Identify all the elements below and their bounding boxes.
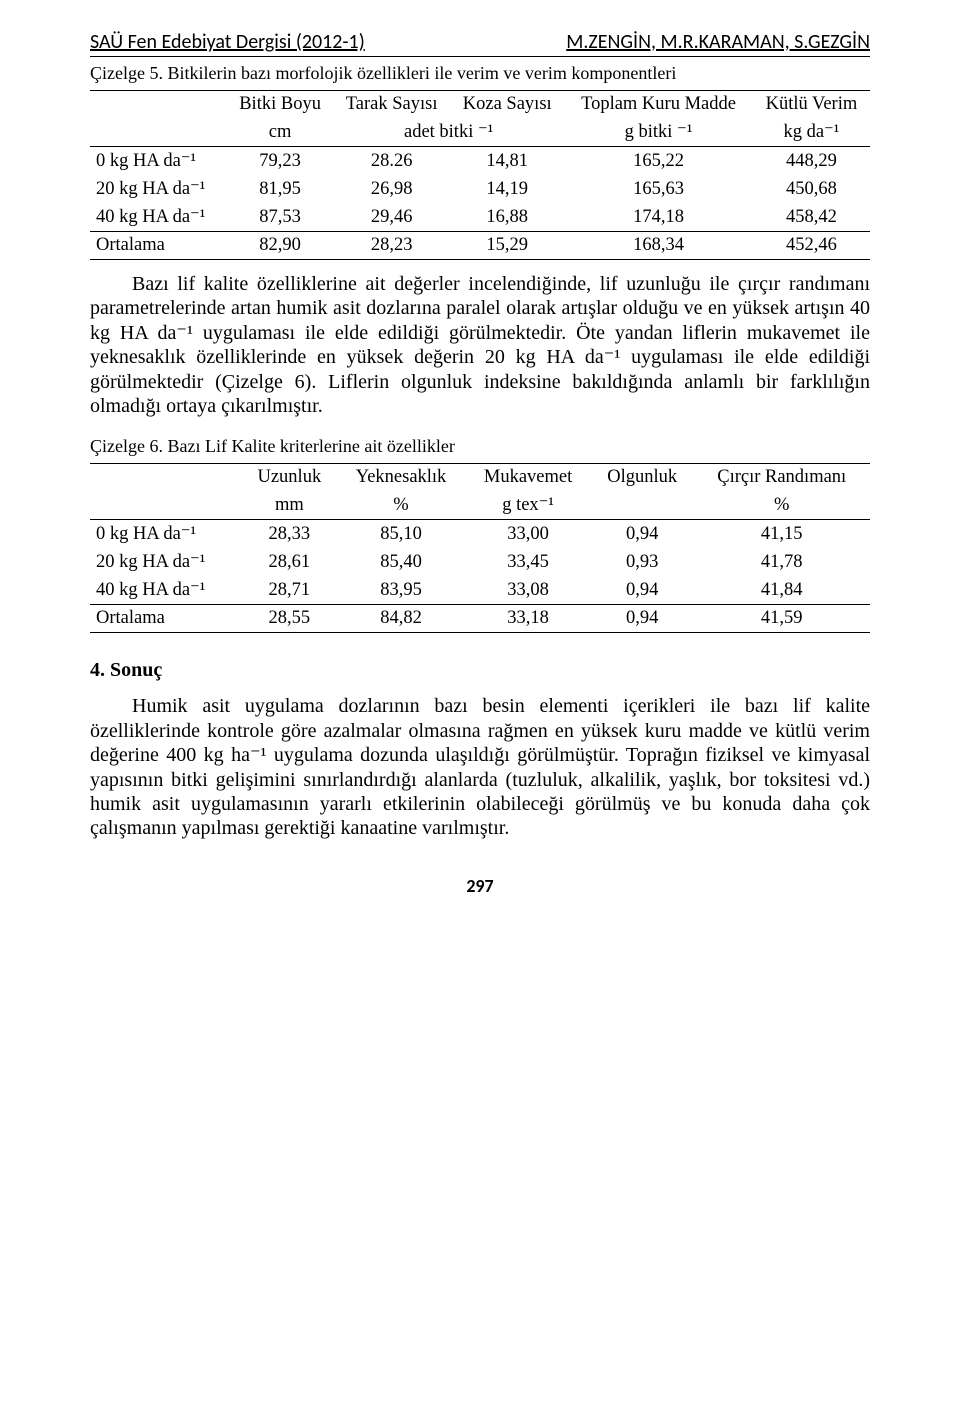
table6-r3-c3: 0,94 [591,605,694,633]
table5-h2-c4: g bitki ⁻¹ [564,118,753,147]
table6-header-row-2: mm % g tex⁻¹ % [90,491,870,520]
table5-r0-c4: 448,29 [753,147,870,176]
table5-r0-c2: 14,81 [450,147,564,176]
table5-r2-c0: 87,53 [227,203,333,232]
table6-r3-c2: 33,18 [465,605,591,633]
table5-r2-c4: 458,42 [753,203,870,232]
table5-r3-c3: 168,34 [564,232,753,260]
table5-r3-c1: 28,23 [333,232,450,260]
table5-r1-label: 20 kg HA da⁻¹ [90,175,227,203]
table6-h2-c1: mm [242,491,337,520]
page-number: 297 [90,875,870,897]
table5-r1-c3: 165,63 [564,175,753,203]
table-row: Ortalama 82,90 28,23 15,29 168,34 452,46 [90,232,870,260]
paragraph-1: Bazı lif kalite özelliklerine ait değerl… [90,272,870,418]
table5-r2-label: 40 kg HA da⁻¹ [90,203,227,232]
table6-r0-c4: 41,15 [693,520,870,549]
table5-r0-c0: 79,23 [227,147,333,176]
table6-h1-c5: Çırçır Randımanı [693,464,870,492]
table6-r1-c2: 33,45 [465,548,591,576]
table6-r2-c2: 33,08 [465,576,591,605]
table5-r1-c2: 14,19 [450,175,564,203]
table6-r0-c1: 85,10 [337,520,466,549]
table6-r0-label: 0 kg HA da⁻¹ [90,520,242,549]
table-row: 20 kg HA da⁻¹ 81,95 26,98 14,19 165,63 4… [90,175,870,203]
table5-h2-c5: kg da⁻¹ [753,118,870,147]
table5-header-row-2: cm adet bitki ⁻¹ g bitki ⁻¹ kg da⁻¹ [90,118,870,147]
table6-h1-c2: Yeknesaklık [337,464,466,492]
table6-r1-c4: 41,78 [693,548,870,576]
table6-h2-c3: g tex⁻¹ [465,491,591,520]
running-header: SAÜ Fen Edebiyat Dergisi (2012-1) M.ZENG… [90,30,870,57]
table6-h1-c4: Olgunluk [591,464,694,492]
table6-r1-c3: 0,93 [591,548,694,576]
table5-r1-c4: 450,68 [753,175,870,203]
table6-r3-c4: 41,59 [693,605,870,633]
table6-header-row-1: Uzunluk Yeknesaklık Mukavemet Olgunluk Ç… [90,464,870,492]
table5-h1-c5: Kütlü Verim [753,91,870,119]
table6-r3-c0: 28,55 [242,605,337,633]
table6-r0-c3: 0,94 [591,520,694,549]
table6-r1-c0: 28,61 [242,548,337,576]
table5-r1-c1: 26,98 [333,175,450,203]
table5-h1-c3: Koza Sayısı [450,91,564,119]
table6-r2-c1: 83,95 [337,576,466,605]
table5-r0-label: 0 kg HA da⁻¹ [90,147,227,176]
table5-h2-c2: adet bitki ⁻¹ [333,118,564,147]
table5-r3-label: Ortalama [90,232,227,260]
table6-r0-c2: 33,00 [465,520,591,549]
table5-r0-c3: 165,22 [564,147,753,176]
table-row: 20 kg HA da⁻¹ 28,61 85,40 33,45 0,93 41,… [90,548,870,576]
journal-name: SAÜ Fen Edebiyat Dergisi (2012-1) [90,30,365,54]
table6-h1-c1: Uzunluk [242,464,337,492]
table5-r3-c0: 82,90 [227,232,333,260]
table6-r3-c1: 84,82 [337,605,466,633]
table6-r1-label: 20 kg HA da⁻¹ [90,548,242,576]
table-row: 0 kg HA da⁻¹ 28,33 85,10 33,00 0,94 41,1… [90,520,870,549]
table5-h1-c4: Toplam Kuru Madde [564,91,753,119]
table6-r2-c3: 0,94 [591,576,694,605]
table6-r3-label: Ortalama [90,605,242,633]
table6-h1-c3: Mukavemet [465,464,591,492]
table5-h2-c0 [90,118,227,147]
table5-r0-c1: 28.26 [333,147,450,176]
table5-r3-c4: 452,46 [753,232,870,260]
table-row: Ortalama 28,55 84,82 33,18 0,94 41,59 [90,605,870,633]
table5-h1-c2: Tarak Sayısı [333,91,450,119]
table5-caption: Çizelge 5. Bitkilerin bazı morfolojik öz… [90,63,870,84]
table6-r2-c4: 41,84 [693,576,870,605]
section-heading: 4. Sonuç [90,659,870,682]
table-row: 40 kg HA da⁻¹ 28,71 83,95 33,08 0,94 41,… [90,576,870,605]
table5-header-row-1: Bitki Boyu Tarak Sayısı Koza Sayısı Topl… [90,91,870,119]
table6-h2-c2: % [337,491,466,520]
table5-r2-c3: 174,18 [564,203,753,232]
paragraph-2: Humik asit uygulama dozlarının bazı besi… [90,694,870,840]
table-row: 40 kg HA da⁻¹ 87,53 29,46 16,88 174,18 4… [90,203,870,232]
table5-r1-c0: 81,95 [227,175,333,203]
authors: M.ZENGİN, M.R.KARAMAN, S.GEZGİN [566,30,870,54]
table-row: 0 kg HA da⁻¹ 79,23 28.26 14,81 165,22 44… [90,147,870,176]
table5: Bitki Boyu Tarak Sayısı Koza Sayısı Topl… [90,90,870,260]
table5-h2-c1: cm [227,118,333,147]
table6-h1-c0 [90,464,242,492]
table6-r1-c1: 85,40 [337,548,466,576]
table5-h1-c0 [90,91,227,119]
table5-r3-c2: 15,29 [450,232,564,260]
table5-r2-c1: 29,46 [333,203,450,232]
table6-h2-c0 [90,491,242,520]
table6-h2-c5: % [693,491,870,520]
table6-caption: Çizelge 6. Bazı Lif Kalite kriterlerine … [90,436,870,457]
table6: Uzunluk Yeknesaklık Mukavemet Olgunluk Ç… [90,463,870,633]
table5-h1-c1: Bitki Boyu [227,91,333,119]
table6-h2-c4 [591,491,694,520]
table6-r2-label: 40 kg HA da⁻¹ [90,576,242,605]
table6-r0-c0: 28,33 [242,520,337,549]
table5-r2-c2: 16,88 [450,203,564,232]
table6-r2-c0: 28,71 [242,576,337,605]
